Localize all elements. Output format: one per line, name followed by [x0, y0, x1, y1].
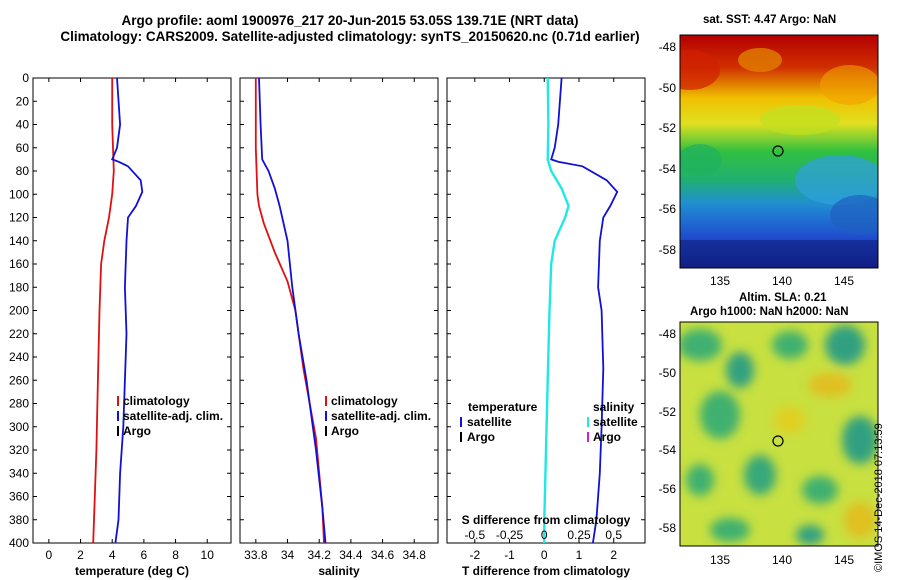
- map-ytick-label: -56: [658, 482, 676, 497]
- legend-label: Argo: [593, 430, 621, 444]
- ytick-label: 100: [9, 187, 29, 201]
- ytick-label: 320: [9, 443, 29, 457]
- series-line: [111, 77, 144, 544]
- sla-map-title1: Altim. SLA: 0.21: [739, 292, 827, 304]
- xtick-label: 34.8: [403, 548, 427, 562]
- xtick-label: 34.2: [308, 548, 332, 562]
- chart-panel-2: 33.8 34 34.2 34.4 34.6 34.8 salinity climatolog…: [239, 77, 439, 578]
- map-ytick-label: -50: [658, 365, 676, 380]
- series-line: [550, 77, 619, 544]
- xtick-label: 4: [109, 548, 116, 562]
- legend-label: satellite: [467, 415, 512, 429]
- series-line: [92, 78, 115, 544]
- legend-label: climatology: [331, 394, 398, 408]
- map-xtick-label: 145: [833, 553, 855, 567]
- secondary-xtick-label: 0.25: [567, 528, 591, 542]
- xtick-label: 2: [610, 548, 617, 562]
- ytick-label: 160: [9, 257, 29, 271]
- xtick-label: -2: [469, 548, 480, 562]
- sla-map-title2: Argo h1000: NaN h2000: NaN: [690, 306, 849, 318]
- map-ytick-label: -52: [658, 404, 676, 419]
- legend-label: satellite-adj. clim.: [123, 409, 223, 423]
- secondary-xtick-label: -0.25: [496, 528, 524, 542]
- sst-map-title: sat. SST: 4.47 Argo: NaN: [703, 14, 837, 26]
- map-ytick-label: -56: [658, 202, 676, 217]
- series-line: [543, 77, 570, 543]
- map-xtick-label: 140: [771, 553, 793, 567]
- ytick-label: 400: [9, 536, 29, 550]
- map-ytick-label: -48: [658, 40, 676, 54]
- xtick-label: -1: [504, 548, 515, 562]
- ytick-label: 0: [22, 71, 29, 85]
- legend-label: climatology: [123, 394, 190, 408]
- x-axis-label: T difference from climatology: [462, 564, 630, 578]
- xtick-label: 34: [281, 548, 295, 562]
- legend-label: Argo: [123, 424, 151, 438]
- ytick-label: 200: [9, 304, 29, 318]
- map-xtick-label: 135: [709, 274, 731, 288]
- credit-text: ©IMOS 14-Dec-2018 07:13:59: [873, 423, 885, 572]
- map-ytick-label: -58: [658, 521, 676, 535]
- secondary-x-axis-label: S difference from climatology: [462, 513, 631, 527]
- ytick-label: 260: [9, 373, 29, 387]
- ytick-label: 300: [9, 420, 29, 434]
- xtick-label: 0: [45, 548, 52, 562]
- secondary-xtick-label: 0.5: [605, 528, 622, 542]
- ytick-label: 120: [9, 211, 29, 225]
- legend-label: Argo: [467, 430, 495, 444]
- map-ytick-label: -50: [658, 80, 676, 95]
- ytick-label: 280: [9, 397, 29, 411]
- secondary-xtick-label: -0.5: [464, 528, 485, 542]
- map-xtick-label: 140: [771, 274, 793, 288]
- secondary-xtick-label: 0: [541, 528, 548, 542]
- legend-label: satellite-adj. clim.: [331, 409, 431, 423]
- x-axis-label: salinity: [318, 564, 360, 578]
- map-ytick-label: -58: [658, 243, 676, 257]
- xtick-label: 2: [77, 548, 84, 562]
- xtick-label: 1: [576, 548, 583, 562]
- ytick-label: 80: [16, 164, 30, 178]
- ytick-label: 340: [9, 466, 29, 480]
- legend-temperature-title: temperature: [468, 400, 538, 414]
- map-ytick-label: -54: [658, 161, 676, 176]
- legend-salinity-title: salinity: [593, 400, 635, 414]
- xtick-label: 8: [172, 548, 179, 562]
- xtick-label: 33.8: [244, 548, 268, 562]
- ytick-label: 180: [9, 280, 29, 294]
- xtick-label: 34.4: [339, 548, 363, 562]
- ytick-label: 240: [9, 350, 29, 364]
- series-line: [258, 77, 327, 544]
- x-axis-label: temperature (deg C): [75, 564, 189, 578]
- ytick-label: 60: [16, 141, 30, 155]
- map-xtick-label: 145: [833, 274, 855, 288]
- chart-panel-3: -2 -1 0 1 2 T difference from climatology temp…: [446, 77, 646, 578]
- ytick-label: 20: [16, 94, 30, 108]
- ytick-label: 140: [9, 234, 29, 248]
- ytick-label: 380: [9, 513, 29, 527]
- figure-title-line1: Argo profile: aoml 1900976_217 20-Jun-20…: [121, 13, 579, 28]
- chart-panel-1: 0204060801001201401601802002202402602803…: [9, 71, 232, 578]
- xtick-label: 6: [141, 548, 148, 562]
- ytick-label: 360: [9, 490, 29, 504]
- map-ytick-label: -48: [658, 327, 676, 341]
- series-line: [254, 78, 325, 544]
- ytick-label: 40: [16, 118, 30, 132]
- xtick-label: 0: [541, 548, 548, 562]
- axes-box: [32, 77, 232, 544]
- legend-label: satellite: [593, 415, 638, 429]
- map-xtick-label: 135: [709, 553, 731, 567]
- figure-title-line2: Climatology: CARS2009. Satellite-adjuste…: [60, 29, 640, 44]
- legend-label: Argo: [331, 424, 359, 438]
- axes-box: [239, 77, 439, 544]
- map-ytick-label: -54: [658, 443, 676, 458]
- xtick-label: 10: [201, 548, 215, 562]
- xtick-label: 34.6: [371, 548, 395, 562]
- map-ytick-label: -52: [658, 121, 676, 136]
- ytick-label: 220: [9, 327, 29, 341]
